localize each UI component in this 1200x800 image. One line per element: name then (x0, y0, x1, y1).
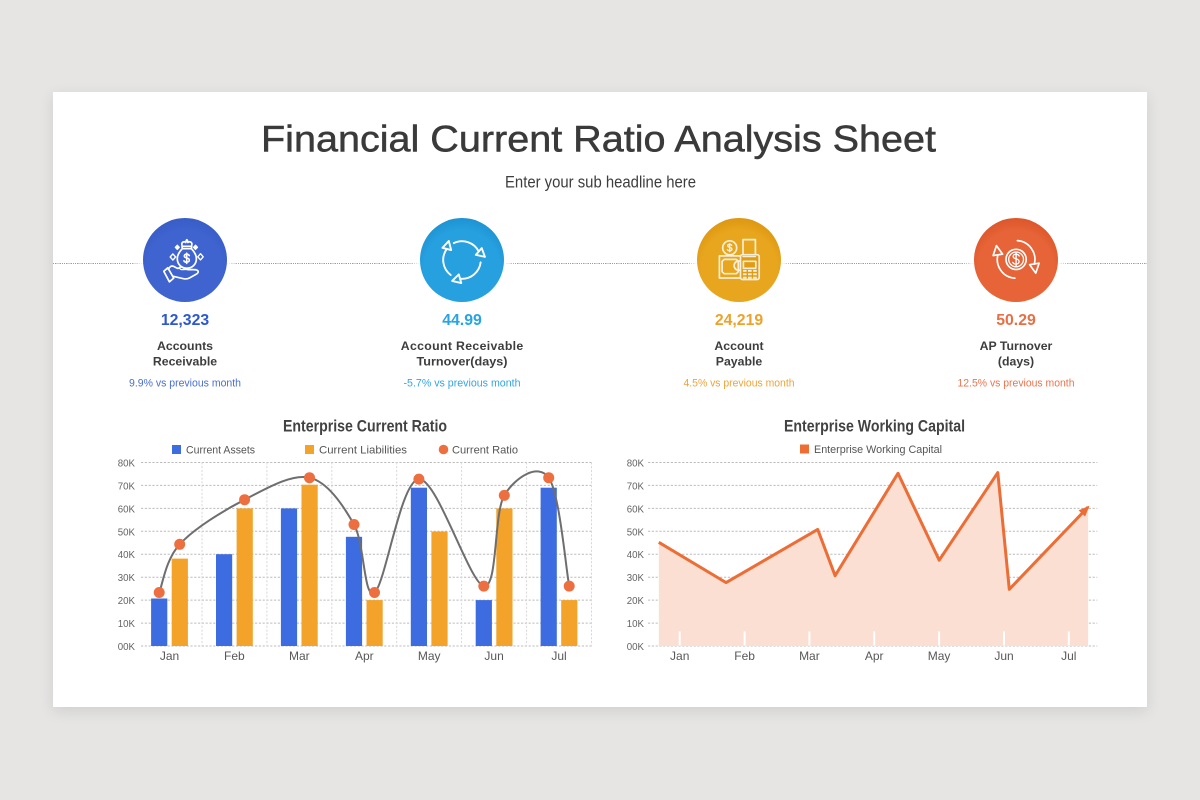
svg-text:12.5% vs previous month: 12.5% vs previous month (958, 378, 1075, 390)
svg-text:9.9% vs previous month: 9.9% vs previous month (129, 378, 241, 390)
svg-text:Apr: Apr (355, 649, 374, 663)
svg-text:Receivable: Receivable (153, 355, 217, 369)
svg-text:Apr: Apr (865, 649, 884, 663)
svg-text:Feb: Feb (734, 649, 755, 663)
svg-text:AP Turnover: AP Turnover (980, 339, 1053, 353)
svg-text:-5.7% vs previous month: -5.7% vs previous month (404, 378, 521, 390)
svg-text:10K: 10K (627, 619, 645, 630)
svg-text:Jun: Jun (484, 649, 503, 663)
svg-text:40K: 40K (627, 550, 645, 561)
svg-text:30K: 30K (627, 573, 645, 584)
svg-text:Enterprise Current Ratio: Enterprise Current Ratio (283, 418, 447, 436)
svg-text:24,219: 24,219 (715, 312, 764, 329)
svg-text:May: May (928, 649, 951, 663)
svg-text:00K: 00K (118, 642, 136, 653)
svg-text:00K: 00K (627, 642, 645, 653)
svg-text:50.29: 50.29 (996, 312, 1036, 329)
svg-text:Jul: Jul (551, 649, 566, 663)
svg-text:Financial Current Ratio Analys: Financial Current Ratio Analysis Sheet (261, 119, 937, 160)
svg-text:Payable: Payable (716, 355, 763, 369)
svg-text:Current Liabilities: Current Liabilities (319, 445, 408, 457)
svg-text:Enterprise Working Capital: Enterprise Working Capital (784, 418, 965, 436)
svg-text:12,323: 12,323 (161, 312, 210, 329)
svg-text:Accounts: Accounts (157, 339, 213, 353)
svg-text:60K: 60K (118, 504, 136, 515)
svg-text:Jan: Jan (670, 649, 689, 663)
svg-text:Feb: Feb (224, 649, 245, 663)
svg-text:30K: 30K (118, 573, 136, 584)
svg-text:Enterprise Working Capital: Enterprise Working Capital (814, 444, 942, 456)
svg-text:Mar: Mar (289, 649, 310, 663)
svg-text:Jul: Jul (1061, 649, 1076, 663)
svg-text:20K: 20K (627, 596, 645, 607)
svg-text:60K: 60K (627, 504, 645, 515)
svg-text:80K: 80K (118, 459, 136, 470)
svg-text:Current Assets: Current Assets (186, 445, 255, 457)
svg-text:Jun: Jun (994, 649, 1013, 663)
svg-text:Account: Account (714, 339, 763, 353)
svg-text:Enter your sub headline here: Enter your sub headline here (505, 172, 696, 191)
svg-text:Turnover(days): Turnover(days) (417, 355, 508, 369)
svg-text:10K: 10K (118, 619, 136, 630)
svg-text:50K: 50K (627, 527, 645, 538)
svg-text:Mar: Mar (799, 649, 820, 663)
svg-text:50K: 50K (118, 527, 136, 538)
svg-text:80K: 80K (627, 459, 645, 470)
svg-text:70K: 70K (627, 481, 645, 492)
svg-text:40K: 40K (118, 550, 136, 561)
svg-text:70K: 70K (118, 481, 136, 492)
svg-text:May: May (418, 649, 441, 663)
svg-text:Account Receivable: Account Receivable (401, 339, 524, 353)
svg-text:Current Ratio: Current Ratio (452, 445, 518, 457)
svg-text:(days): (days) (998, 355, 1034, 369)
svg-text:4.5% vs previous month: 4.5% vs previous month (684, 378, 795, 390)
svg-text:44.99: 44.99 (442, 312, 482, 329)
svg-text:Jan: Jan (160, 649, 179, 663)
svg-text:20K: 20K (118, 596, 136, 607)
